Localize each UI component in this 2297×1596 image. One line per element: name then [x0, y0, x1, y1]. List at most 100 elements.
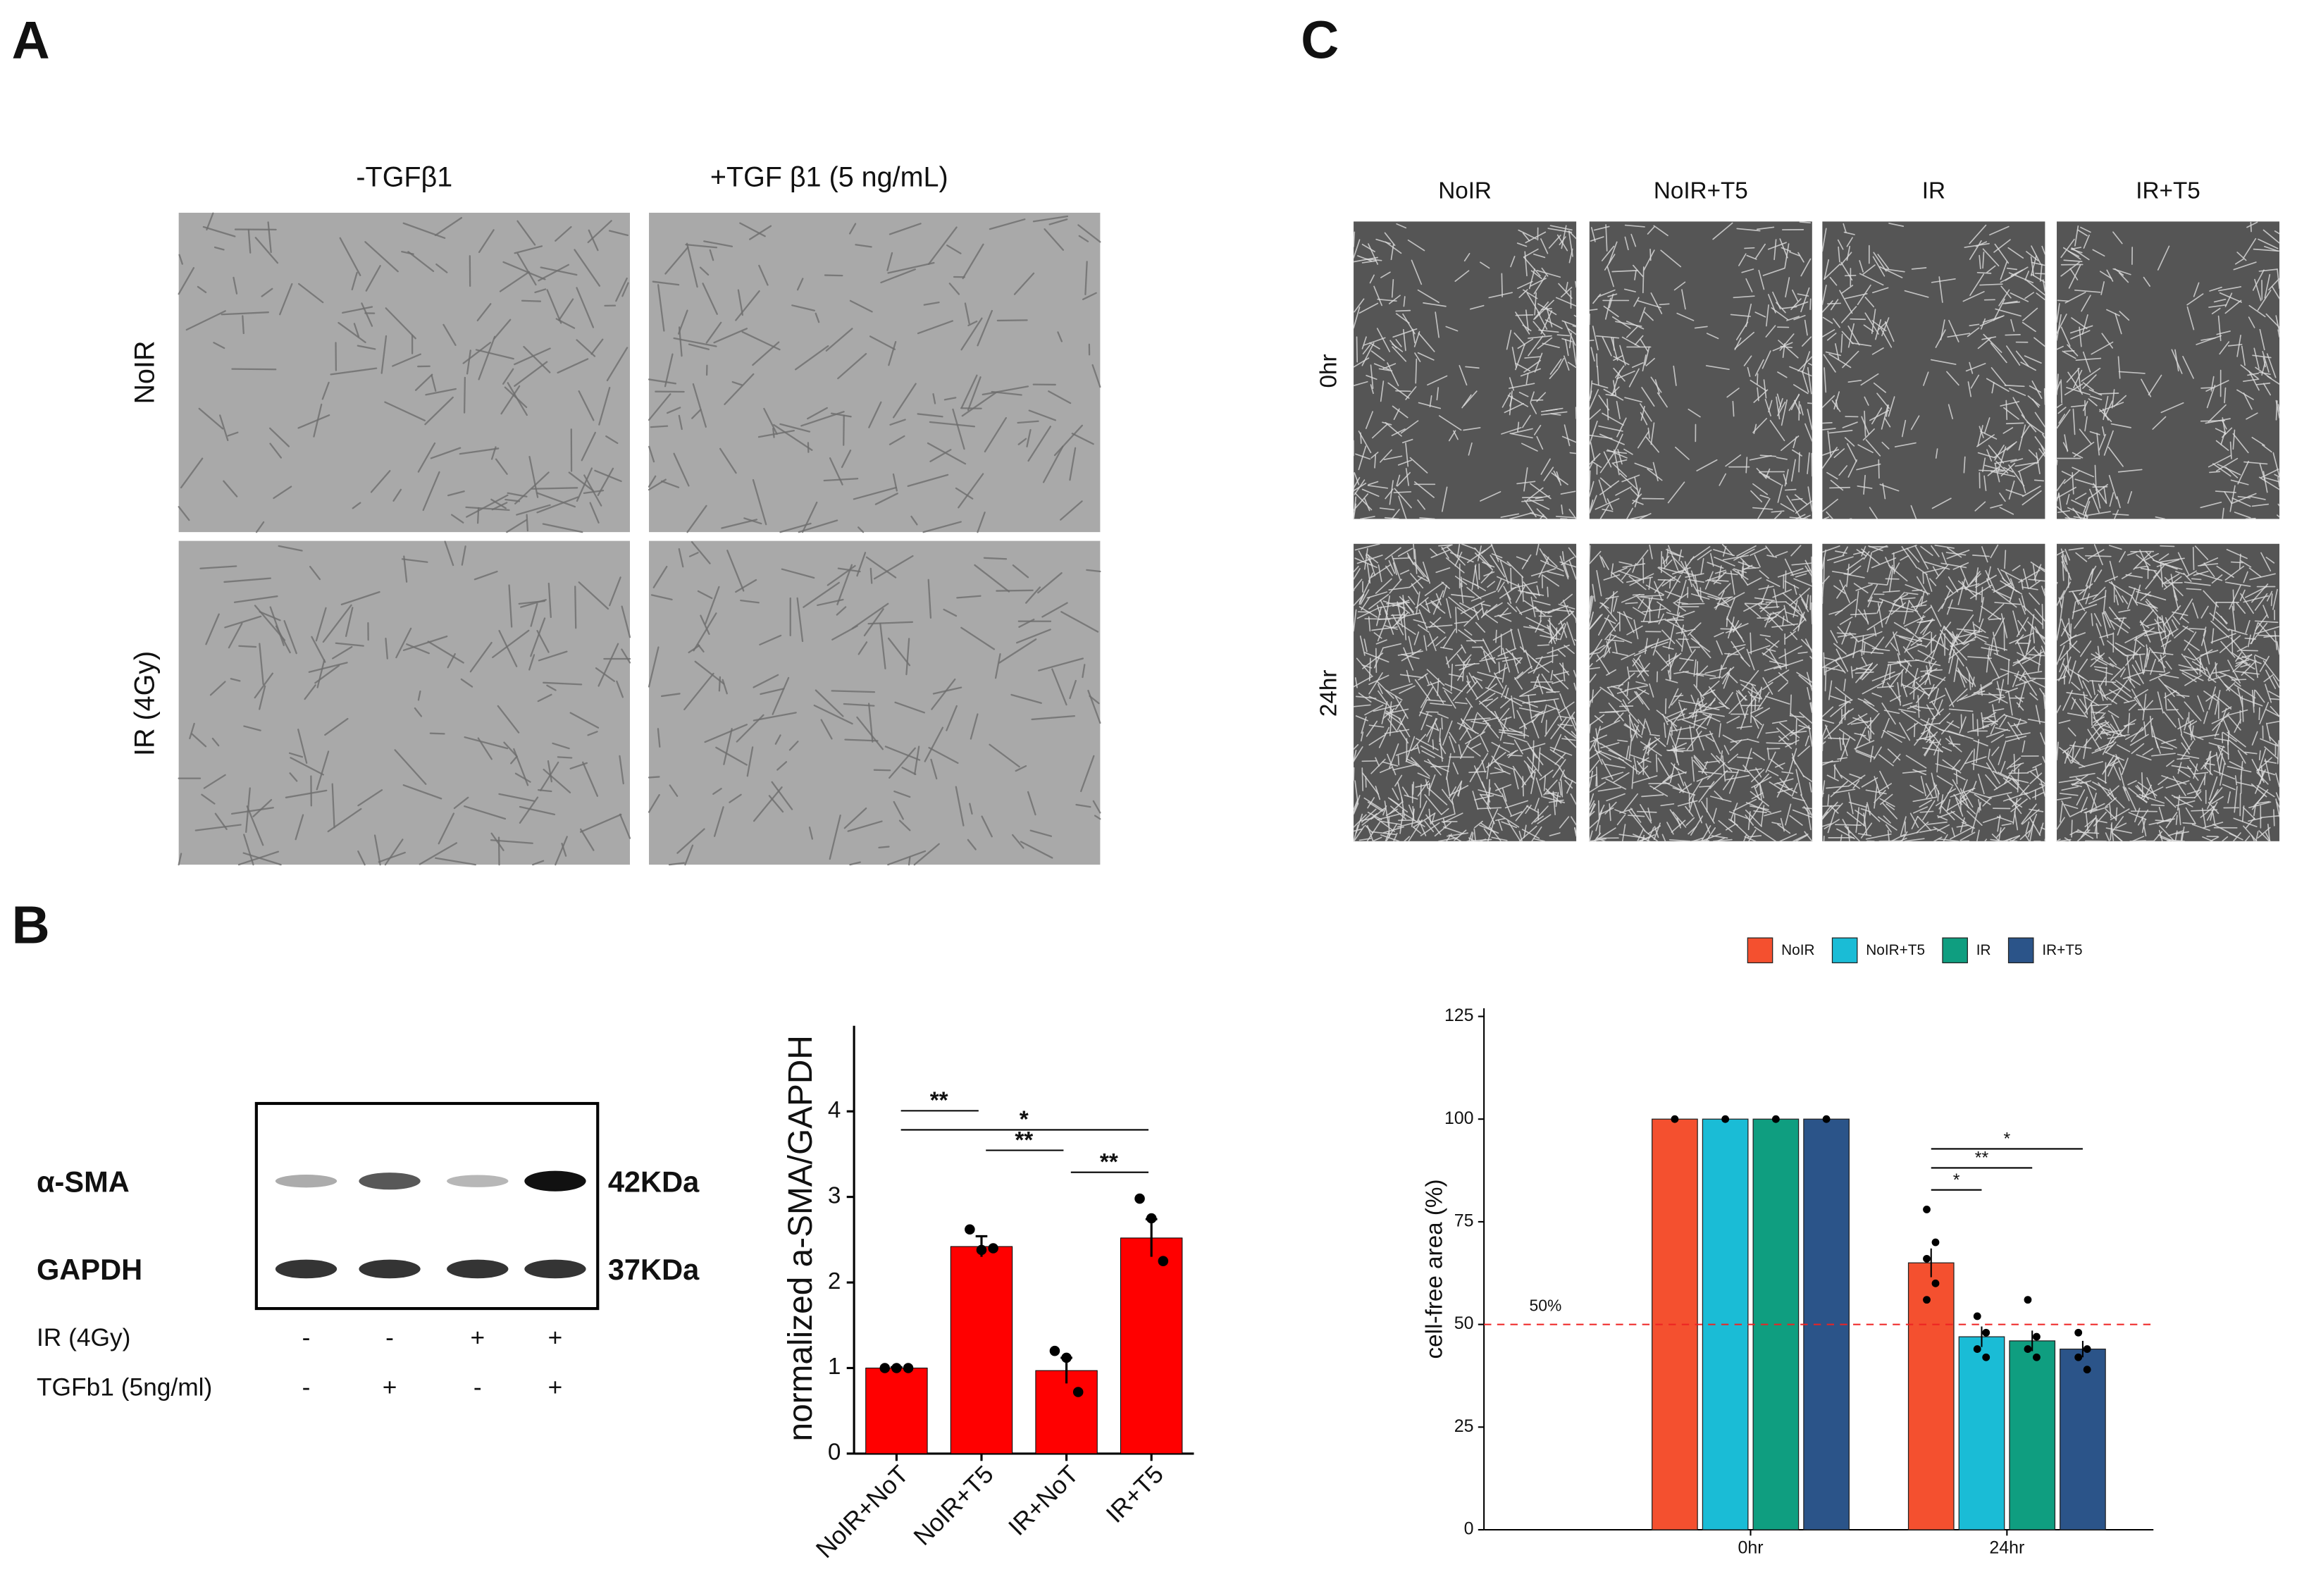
cell — [330, 367, 378, 376]
cell — [1864, 297, 1875, 308]
cell — [1515, 362, 1530, 372]
cell — [2212, 463, 2231, 477]
cell — [1614, 712, 1624, 723]
cell — [2217, 675, 2231, 692]
cell — [648, 393, 671, 421]
size-label: 42KDa — [608, 1165, 700, 1198]
cell — [1384, 800, 1389, 827]
bar — [1120, 1237, 1183, 1454]
cell — [1542, 342, 1560, 349]
cell — [464, 736, 509, 750]
cell — [2116, 496, 2121, 509]
cell — [1769, 419, 1785, 442]
cell — [1506, 602, 1517, 612]
cell — [2160, 836, 2172, 842]
cell — [1506, 330, 1512, 350]
cell — [2230, 561, 2243, 564]
blot-band — [524, 1170, 586, 1192]
cell — [1494, 612, 1511, 617]
cell — [1935, 799, 1945, 807]
cell — [2167, 698, 2184, 720]
cell — [1798, 724, 1810, 729]
cell — [1714, 631, 1724, 638]
cell — [1749, 768, 1762, 772]
cell — [2262, 605, 2269, 619]
cell — [648, 378, 677, 385]
cell — [1060, 500, 1083, 521]
cell — [1590, 734, 1608, 743]
cell — [2163, 711, 2177, 728]
cell — [221, 311, 269, 316]
cell — [2064, 804, 2079, 810]
cell — [2017, 619, 2026, 632]
cell — [1531, 719, 1540, 738]
cell — [1509, 377, 1514, 391]
cell — [2203, 626, 2207, 637]
cell — [1588, 770, 1594, 788]
cell — [1705, 827, 1716, 842]
cell — [2179, 598, 2193, 621]
cell — [1609, 803, 1611, 822]
cell — [1596, 569, 1602, 597]
cell — [2181, 653, 2198, 675]
cell — [771, 781, 793, 810]
cell — [2005, 732, 2031, 738]
cell — [1857, 609, 1869, 623]
cell — [1901, 683, 1914, 689]
cell — [1423, 760, 1449, 772]
cell — [1461, 543, 1477, 550]
cell — [1767, 242, 1787, 250]
cell — [2103, 430, 2114, 456]
cell — [1459, 739, 1471, 760]
cell — [1873, 382, 1886, 393]
cell — [1489, 744, 1501, 767]
cell — [1468, 672, 1476, 685]
cell — [2059, 657, 2065, 673]
cell — [1826, 471, 1838, 480]
cell — [1547, 644, 1570, 654]
cell — [2258, 830, 2270, 842]
cell — [1502, 392, 1511, 408]
cell — [2098, 433, 2107, 451]
cell — [1712, 808, 1717, 822]
cell — [1409, 576, 1423, 588]
cell — [1692, 698, 1699, 719]
cell — [2233, 817, 2258, 828]
cell — [2072, 603, 2098, 613]
cell — [1688, 409, 1701, 418]
cell — [1530, 483, 1552, 500]
cell — [661, 480, 680, 488]
cell — [1370, 808, 1386, 820]
cell — [1488, 292, 1513, 299]
cell — [2185, 807, 2196, 824]
cell — [1020, 841, 1053, 859]
row-label: IR (4Gy) — [129, 651, 160, 756]
cell — [1719, 473, 1726, 486]
cell — [2171, 794, 2193, 808]
cell — [1791, 753, 1796, 765]
cell — [191, 733, 207, 748]
cell — [1725, 824, 1735, 831]
cell — [946, 245, 962, 254]
cell — [1392, 788, 1399, 800]
cell — [652, 565, 668, 588]
cell — [2218, 286, 2242, 292]
cell — [1375, 757, 1380, 767]
cell — [955, 786, 965, 827]
cell — [1962, 629, 1976, 645]
cell — [2083, 501, 2091, 519]
cell — [760, 688, 785, 695]
cell — [2070, 760, 2086, 767]
cell — [967, 320, 978, 327]
cell — [243, 725, 261, 731]
cell — [2265, 557, 2275, 564]
cell — [2159, 825, 2175, 842]
cell — [1460, 600, 1485, 614]
cell — [2232, 433, 2249, 454]
cell — [228, 622, 243, 649]
cell — [1635, 691, 1650, 710]
cell — [2174, 796, 2196, 798]
cell — [2105, 827, 2132, 834]
cell — [1434, 822, 1451, 837]
cell — [2066, 650, 2069, 674]
